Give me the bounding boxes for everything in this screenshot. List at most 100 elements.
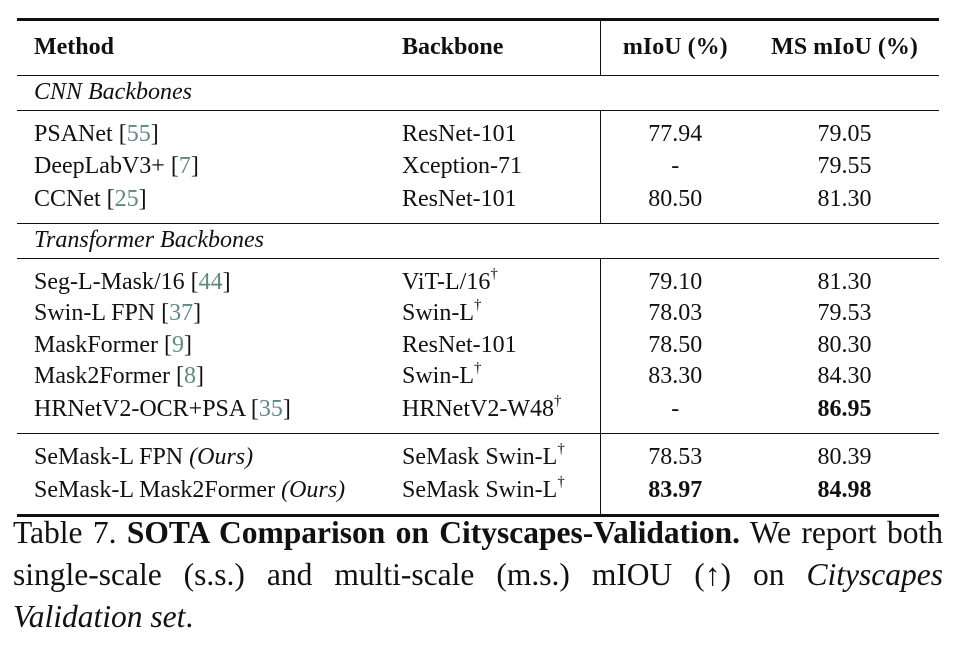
ms-miou-cell-best: 86.95 [750,393,939,434]
backbone-name: ResNet-101 [402,185,517,212]
table-row: Swin-L FPN [37] Swin-L† 78.03 79.53 [17,297,939,331]
citation-link[interactable]: 37 [169,300,194,327]
table-row: CCNet [25] ResNet-101 80.50 81.30 [17,182,939,224]
caption-text: We report both single-scale (s.s.) and m… [13,515,944,592]
method-name: SeMask-L FPN [34,444,184,471]
miou-cell: 77.94 [599,110,750,151]
caption-title: SOTA Comparison on Cityscapes-Validation… [126,515,741,550]
method-cell: DeepLabV3+ [7] [34,152,199,179]
backbone-cell: Swin-L† [388,297,600,331]
miou-cell: 78.53 [599,433,750,474]
method-name: Seg-L-Mask/16 [34,268,185,295]
backbone-cell: ResNet-101 [388,330,600,362]
miou-cell-best: 83.97 [599,474,750,517]
caption-italic: Cityscapes Validation set [13,557,944,634]
ours-tag: (Ours) [189,444,254,471]
backbone-name: Swin-L [402,363,474,390]
section-title: Transformer Backbones [17,223,939,259]
backbone-cell: Swin-L† [388,360,600,394]
citation-link[interactable]: 25 [114,185,139,212]
table-row-ours: SeMask-L Mask2Former (Ours) SeMask Swin-… [17,474,939,517]
backbone-cell: Xception-71 [388,151,600,183]
backbone-name: SeMask Swin-L [402,477,558,504]
ms-miou-cell: 84.30 [817,363,872,390]
miou-cell: 80.50 [599,182,750,224]
citation-link[interactable]: 7 [178,152,191,179]
backbone-name: Xception-71 [402,152,522,179]
miou-cell: 79.10 [599,258,750,299]
section-row-cnn: CNN Backbones [17,75,939,111]
miou-cell: 83.30 [599,361,750,393]
citation-link[interactable]: 44 [198,268,223,295]
method-cell: SeMask-L FPN (Ours) [17,434,388,475]
method-name: SeMask-L Mask2Former [34,477,276,504]
table-header-row: Method Backbone mIoU (%) MS mIoU (%) [17,18,939,76]
method-name: CCNet [34,185,101,212]
header-backbone: Backbone [388,18,600,76]
ms-miou-cell: 81.30 [817,268,872,295]
backbone-cell: HRNetV2-W48† [388,393,600,434]
caption-label: Table 7. [13,515,117,550]
dagger-mark: † [474,297,482,314]
ours-tag: (Ours) [281,477,346,504]
miou-cell: 78.50 [599,330,750,362]
section-title: CNN Backbones [17,75,939,111]
section-row-transformer: Transformer Backbones [17,223,939,259]
citation-link[interactable]: 8 [183,363,196,390]
method-name: DeepLabV3+ [34,152,165,179]
table-row: DeepLabV3+ [7] Xception-71 - 79.55 [17,151,939,183]
miou-cell: - [599,151,750,183]
backbone-cell: SeMask Swin-L† [388,474,600,517]
table-row: HRNetV2-OCR+PSA [35] HRNetV2-W48† - 86.9… [17,393,939,434]
method-name: MaskFormer [34,331,158,358]
table-row: PSANet [55] ResNet-101 77.94 79.05 [17,110,939,152]
method-name: PSANet [34,121,113,148]
dagger-mark: † [557,474,565,491]
backbone-name: ResNet-101 [402,331,517,358]
ms-miou-cell: 80.30 [817,331,872,358]
backbone-name: HRNetV2-W48 [402,396,554,423]
backbone-cell: ResNet-101 [388,111,600,152]
header-miou: mIoU (%) [599,18,750,76]
method-cell: Seg-L-Mask/16 [44] [34,268,231,295]
method-cell: Mask2Former [8] [34,363,204,390]
table-row-ours: SeMask-L FPN (Ours) SeMask Swin-L† 78.53… [17,433,939,475]
table-row: MaskFormer [9] ResNet-101 78.50 80.30 [17,330,939,362]
results-table: Method Backbone mIoU (%) MS mIoU (%) CNN… [17,18,939,517]
method-cell: CCNet [25] [17,182,388,224]
header-ms-miou: MS mIoU (%) [750,18,939,76]
miou-cell: - [599,393,750,434]
ms-miou-cell-best: 84.98 [750,474,939,517]
citation-link[interactable]: 35 [258,396,283,423]
method-cell: HRNetV2-OCR+PSA [35] [17,393,388,434]
method-cell: MaskFormer [9] [34,331,192,358]
dagger-mark: † [490,265,498,282]
ms-miou-cell: 81.30 [750,182,939,224]
method-cell: SeMask-L Mask2Former (Ours) [17,474,388,517]
backbone-cell: ViT-L/16† [388,258,600,299]
table-row: Seg-L-Mask/16 [44] ViT-L/16† 79.10 81.30 [17,258,939,299]
ms-miou-cell: 79.53 [817,300,872,327]
method-cell: Swin-L FPN [37] [34,300,202,327]
ms-miou-cell: 79.05 [817,121,872,148]
ms-miou-cell: 80.39 [817,444,872,471]
dagger-mark: † [553,393,562,410]
backbone-cell: ResNet-101 [388,182,600,224]
method-name: HRNetV2-OCR+PSA [34,396,245,423]
backbone-name: SeMask Swin-L [402,444,558,471]
backbone-cell: SeMask Swin-L† [388,434,600,475]
ms-miou-cell: 79.55 [817,152,872,179]
method-name: Mask2Former [34,363,170,390]
method-name: Swin-L FPN [34,300,156,327]
backbone-name: Swin-L [402,300,474,327]
miou-cell: 78.03 [599,298,750,330]
table-caption: Table 7. SOTA Comparison on Cityscapes-V… [13,512,943,638]
citation-link[interactable]: 9 [171,331,184,358]
caption-end: . [185,599,194,634]
dagger-mark: † [557,441,565,458]
backbone-name: ViT-L/16 [402,268,491,295]
dagger-mark: † [474,360,482,377]
citation-link[interactable]: 55 [126,121,151,148]
header-method: Method [17,18,388,76]
method-cell: PSANet [55] [34,121,159,148]
